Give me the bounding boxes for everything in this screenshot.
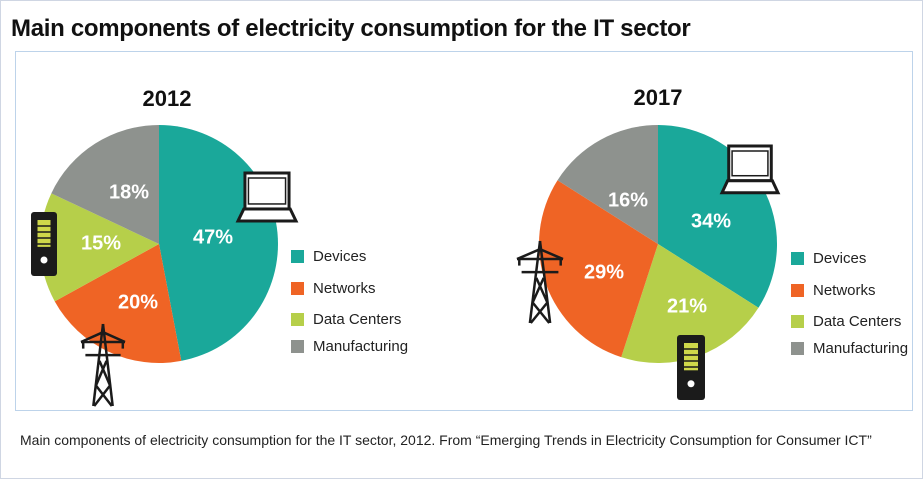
charts-canvas: 2012 47% 20% 15% 18% Devices Networks Data Cent… [31, 85, 908, 407]
pie-slice-data-centers [621, 244, 759, 364]
data-label-devices: 34% [691, 210, 731, 232]
pie-slice-networks [538, 180, 658, 358]
chart-title: 2017 [634, 85, 683, 110]
legend-swatch-networks [791, 284, 804, 297]
data-label-devices: 47% [193, 226, 233, 248]
legend-label-devices: Devices [313, 248, 366, 265]
server-tower-icon [677, 335, 705, 400]
legend-swatch-manufacturing [291, 340, 304, 353]
server-tower-icon [31, 212, 57, 276]
legend-label-devices: Devices [813, 250, 866, 267]
pie-slice-data-centers [40, 193, 159, 302]
chart-legend: Devices Networks Data Centers Manufacturing [791, 250, 908, 357]
legend-swatch-manufacturing [791, 342, 804, 355]
power-pylon-icon [516, 240, 564, 324]
legend-label-data-centers: Data Centers [813, 313, 901, 330]
pie-slice-manufacturing [51, 125, 159, 244]
pie-chart-2012: 2012 47% 20% 15% 18% Devices Networks Data Cent… [40, 86, 408, 363]
data-label-networks: 20% [118, 291, 158, 313]
legend-swatch-devices [791, 252, 804, 265]
pie-chart-2017: 2017 34% 21% 29% 16% Devices Networks Data Cent… [538, 85, 908, 364]
legend-label-networks: Networks [313, 280, 376, 297]
data-label-networks: 29% [584, 261, 624, 283]
pie-slice-manufacturing [557, 125, 658, 244]
legend-swatch-networks [291, 282, 304, 295]
laptop-icon [235, 171, 299, 223]
page-title: Main components of electricity consumpti… [11, 15, 691, 42]
legend-label-manufacturing: Manufacturing [813, 340, 908, 357]
legend-label-data-centers: Data Centers [313, 311, 401, 328]
pie-slice-networks [54, 244, 182, 363]
figure-caption: Main components of electricity consumpti… [20, 432, 872, 448]
legend-swatch-data-centers [791, 315, 804, 328]
legend-label-manufacturing: Manufacturing [313, 338, 408, 355]
laptop-icon [719, 144, 781, 195]
chart-panel [15, 51, 913, 411]
legend-swatch-data-centers [291, 313, 304, 326]
legend-label-networks: Networks [813, 282, 876, 299]
data-label-data-centers: 15% [81, 232, 121, 254]
data-label-manufacturing: 18% [109, 181, 149, 203]
data-label-data-centers: 21% [667, 295, 707, 317]
legend-swatch-devices [291, 250, 304, 263]
power-pylon-icon [80, 323, 126, 407]
chart-title: 2012 [143, 86, 192, 111]
data-label-manufacturing: 16% [608, 189, 648, 211]
chart-legend: Devices Networks Data Centers Manufacturing [291, 248, 408, 355]
